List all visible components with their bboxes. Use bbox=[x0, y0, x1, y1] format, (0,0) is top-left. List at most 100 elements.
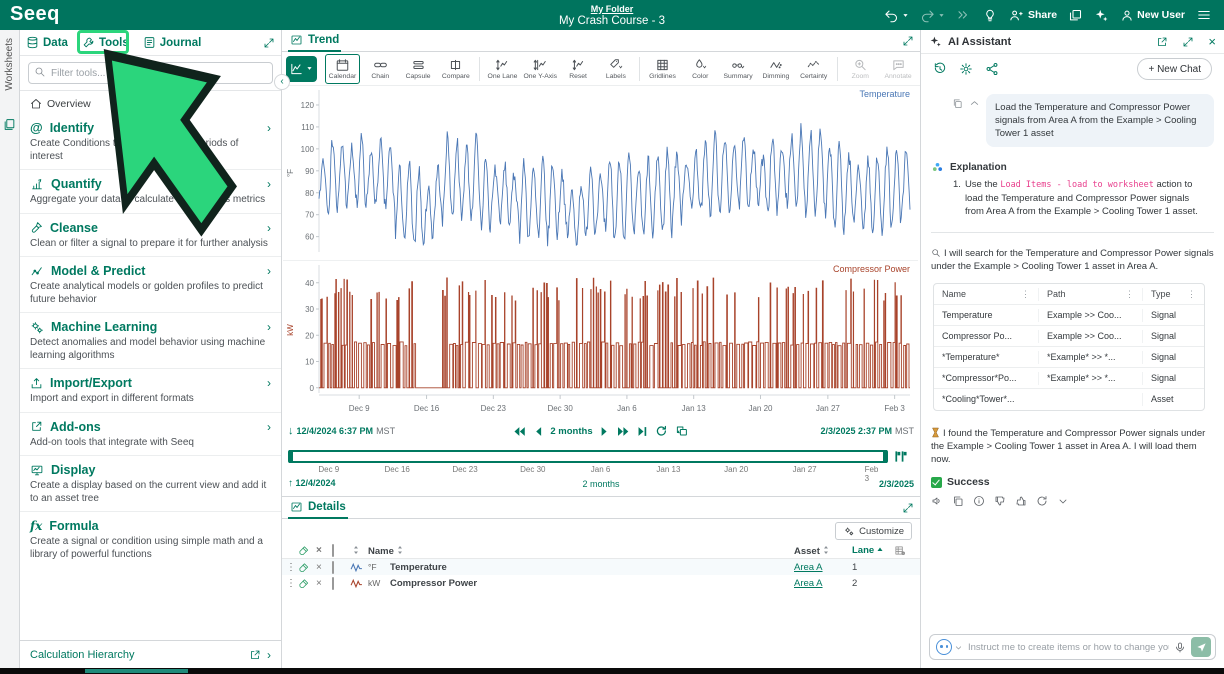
toolbar-one-y-axis-button[interactable]: One Y-Axis bbox=[522, 54, 558, 84]
result-row[interactable]: Temperature Example >> Coo... Signal bbox=[934, 305, 1204, 326]
remove-item-icon[interactable]: × bbox=[316, 561, 322, 573]
tool-item-display[interactable]: Display Create a display based on the cu… bbox=[20, 456, 281, 512]
customize-button[interactable]: Customize bbox=[835, 522, 912, 540]
details-row-compressor-power[interactable]: ⋮ × kW Compressor Power Area A 2 bbox=[286, 576, 858, 590]
sort-asc-icon[interactable] bbox=[876, 546, 884, 554]
asset-link[interactable]: Area A bbox=[794, 561, 823, 573]
sort-icon[interactable] bbox=[396, 545, 404, 555]
scrubber-left-handle[interactable] bbox=[289, 450, 293, 463]
toolbar-labels-button[interactable]: Labels bbox=[598, 54, 634, 84]
tool-item-import-export[interactable]: Import/Export › Import and export in diff… bbox=[20, 369, 281, 413]
tab-trend[interactable]: Trend bbox=[288, 30, 342, 52]
tag-icon[interactable] bbox=[298, 545, 316, 556]
row-checkbox[interactable] bbox=[332, 576, 334, 590]
refresh-icon[interactable] bbox=[656, 425, 668, 437]
redo-button[interactable] bbox=[920, 8, 945, 23]
column-menu-icon[interactable]: ⋮ bbox=[1125, 288, 1134, 299]
filter-tools-input[interactable] bbox=[28, 62, 273, 84]
result-row[interactable]: *Temperature* *Example* >> *... Signal bbox=[934, 347, 1204, 368]
assistant-input[interactable] bbox=[968, 641, 1169, 653]
tool-item-quantify[interactable]: Quantify › Aggregate your data to calcula… bbox=[20, 170, 281, 214]
auto-update-icon[interactable] bbox=[676, 425, 689, 437]
tips-button[interactable] bbox=[983, 8, 997, 23]
toolbar-certainty-button[interactable]: Certainty bbox=[796, 54, 832, 84]
remove-item-icon[interactable]: × bbox=[316, 577, 322, 589]
toolbar-chain-button[interactable]: Chain bbox=[362, 54, 398, 84]
open-in-new-icon[interactable] bbox=[1156, 36, 1168, 48]
result-row[interactable]: *Cooling*Tower*... Asset bbox=[934, 389, 1204, 410]
fast-forward-button[interactable] bbox=[956, 8, 972, 23]
result-row[interactable]: *Compressor*Po... *Example* >> *... Signal bbox=[934, 368, 1204, 389]
tool-item-machine-learning[interactable]: Machine Learning › Detect anomalies and m… bbox=[20, 313, 281, 369]
collapse-message-icon[interactable] bbox=[969, 98, 980, 109]
toolbar-calendar-button[interactable]: Calendar bbox=[324, 53, 361, 84]
ai-assistant-toggle[interactable] bbox=[1094, 8, 1109, 23]
remove-all-icon[interactable]: × bbox=[316, 545, 322, 556]
tab-data[interactable]: Data bbox=[26, 36, 68, 49]
seeq-logo[interactable]: Seeq bbox=[10, 2, 60, 25]
temperature-chart[interactable]: 60 70 80 90 100 110 120 °F Temperature bbox=[283, 86, 918, 258]
collapse-panel-button[interactable]: ‹ bbox=[274, 74, 290, 90]
thumbs-up-icon[interactable] bbox=[1015, 495, 1027, 507]
sort-icon[interactable] bbox=[352, 545, 360, 555]
table-settings-icon[interactable] bbox=[894, 545, 916, 556]
tab-journal[interactable]: Journal bbox=[143, 36, 201, 49]
row-checkbox[interactable] bbox=[332, 560, 334, 574]
tool-item-model-predict[interactable]: Model & Predict › Create analytical model… bbox=[20, 257, 281, 313]
toolbar-compare-button[interactable]: Compare bbox=[438, 54, 474, 84]
column-menu-icon[interactable]: ⋮ bbox=[1187, 288, 1196, 299]
result-row[interactable]: Compressor Po... Example >> Coo... Signal bbox=[934, 326, 1204, 347]
tag-icon[interactable] bbox=[298, 578, 316, 589]
breadcrumb[interactable]: My Folder bbox=[590, 3, 634, 14]
chevron-down-icon[interactable] bbox=[1057, 495, 1069, 507]
microphone-icon[interactable] bbox=[1174, 641, 1186, 654]
tool-item-cleanse[interactable]: Cleanse › Clean or filter a signal to pre… bbox=[20, 214, 281, 257]
expand-trend-button[interactable] bbox=[902, 35, 914, 47]
column-menu-icon[interactable]: ⋮ bbox=[1021, 288, 1030, 299]
undo-button[interactable] bbox=[884, 8, 909, 23]
select-all-checkbox[interactable] bbox=[332, 544, 334, 557]
new-chat-button[interactable]: + New Chat bbox=[1137, 58, 1212, 80]
compressor-power-legend[interactable]: Compressor Power bbox=[832, 264, 910, 274]
agent-selector[interactable] bbox=[936, 639, 963, 655]
display-type-dropdown[interactable] bbox=[286, 55, 317, 82]
asset-link[interactable]: Area A bbox=[794, 577, 823, 589]
temperature-legend[interactable]: Temperature bbox=[859, 89, 910, 99]
toolbar-dimming-button[interactable]: Dimming bbox=[758, 54, 794, 84]
expand-details-button[interactable] bbox=[902, 502, 914, 514]
toolbar-reset-button[interactable]: Reset bbox=[560, 54, 596, 84]
calculation-hierarchy-button[interactable]: Calculation Hierarchy › bbox=[20, 640, 281, 668]
step-back-full-icon[interactable] bbox=[513, 426, 526, 437]
expand-panel-button[interactable] bbox=[263, 37, 275, 49]
tool-item-add-ons[interactable]: Add-ons › Add-on tools that integrate wit… bbox=[20, 413, 281, 456]
info-icon[interactable] bbox=[973, 495, 985, 507]
time-scrubber[interactable] bbox=[288, 450, 888, 463]
tab-tools[interactable]: Tools bbox=[82, 36, 129, 49]
toolbar-summary-button[interactable]: Summary bbox=[720, 54, 756, 84]
tool-item-formula[interactable]: fx Formula Create a signal or condition u… bbox=[30, 519, 263, 560]
jump-to-now-icon[interactable] bbox=[638, 426, 648, 437]
read-aloud-icon[interactable] bbox=[931, 495, 943, 507]
worksheets-popout-button[interactable] bbox=[1068, 8, 1083, 23]
worksheets-strip[interactable]: Worksheets bbox=[0, 30, 20, 668]
horizontal-scrollbar-thumb[interactable] bbox=[85, 669, 188, 673]
details-row-temperature[interactable]: ⋮ × °F Temperature Area A 1 bbox=[282, 559, 920, 575]
tag-icon[interactable] bbox=[298, 562, 316, 573]
tab-details[interactable]: Details bbox=[288, 497, 348, 519]
user-menu[interactable]: New User bbox=[1120, 8, 1185, 23]
expand-icon[interactable] bbox=[1182, 36, 1194, 48]
step-forward-half-icon[interactable] bbox=[601, 426, 609, 437]
toolbar-one-lane-button[interactable]: One Lane bbox=[485, 54, 521, 84]
tool-item-identify[interactable]: @ Identify › Create Conditions to find eve… bbox=[20, 113, 281, 170]
hamburger-menu[interactable] bbox=[1196, 8, 1212, 22]
compressor-power-chart[interactable]: 0 10 20 30 40 kW Dec 9 Dec 16 Dec 23 Dec 30 Jan 6 J… bbox=[283, 260, 918, 420]
scrubber-right-handle[interactable] bbox=[883, 450, 887, 463]
scrubber-end[interactable]: 2/3/2025 bbox=[878, 478, 914, 489]
range-duration[interactable]: 2 months bbox=[550, 425, 593, 437]
sort-icon[interactable] bbox=[822, 545, 830, 555]
chat-history-icon[interactable] bbox=[933, 62, 947, 76]
settings-gear-icon[interactable] bbox=[959, 62, 973, 76]
copy-icon[interactable] bbox=[952, 495, 964, 507]
close-icon[interactable]: × bbox=[1208, 34, 1216, 49]
scrubber-start[interactable]: ↑ 12/4/2024 bbox=[288, 478, 336, 489]
